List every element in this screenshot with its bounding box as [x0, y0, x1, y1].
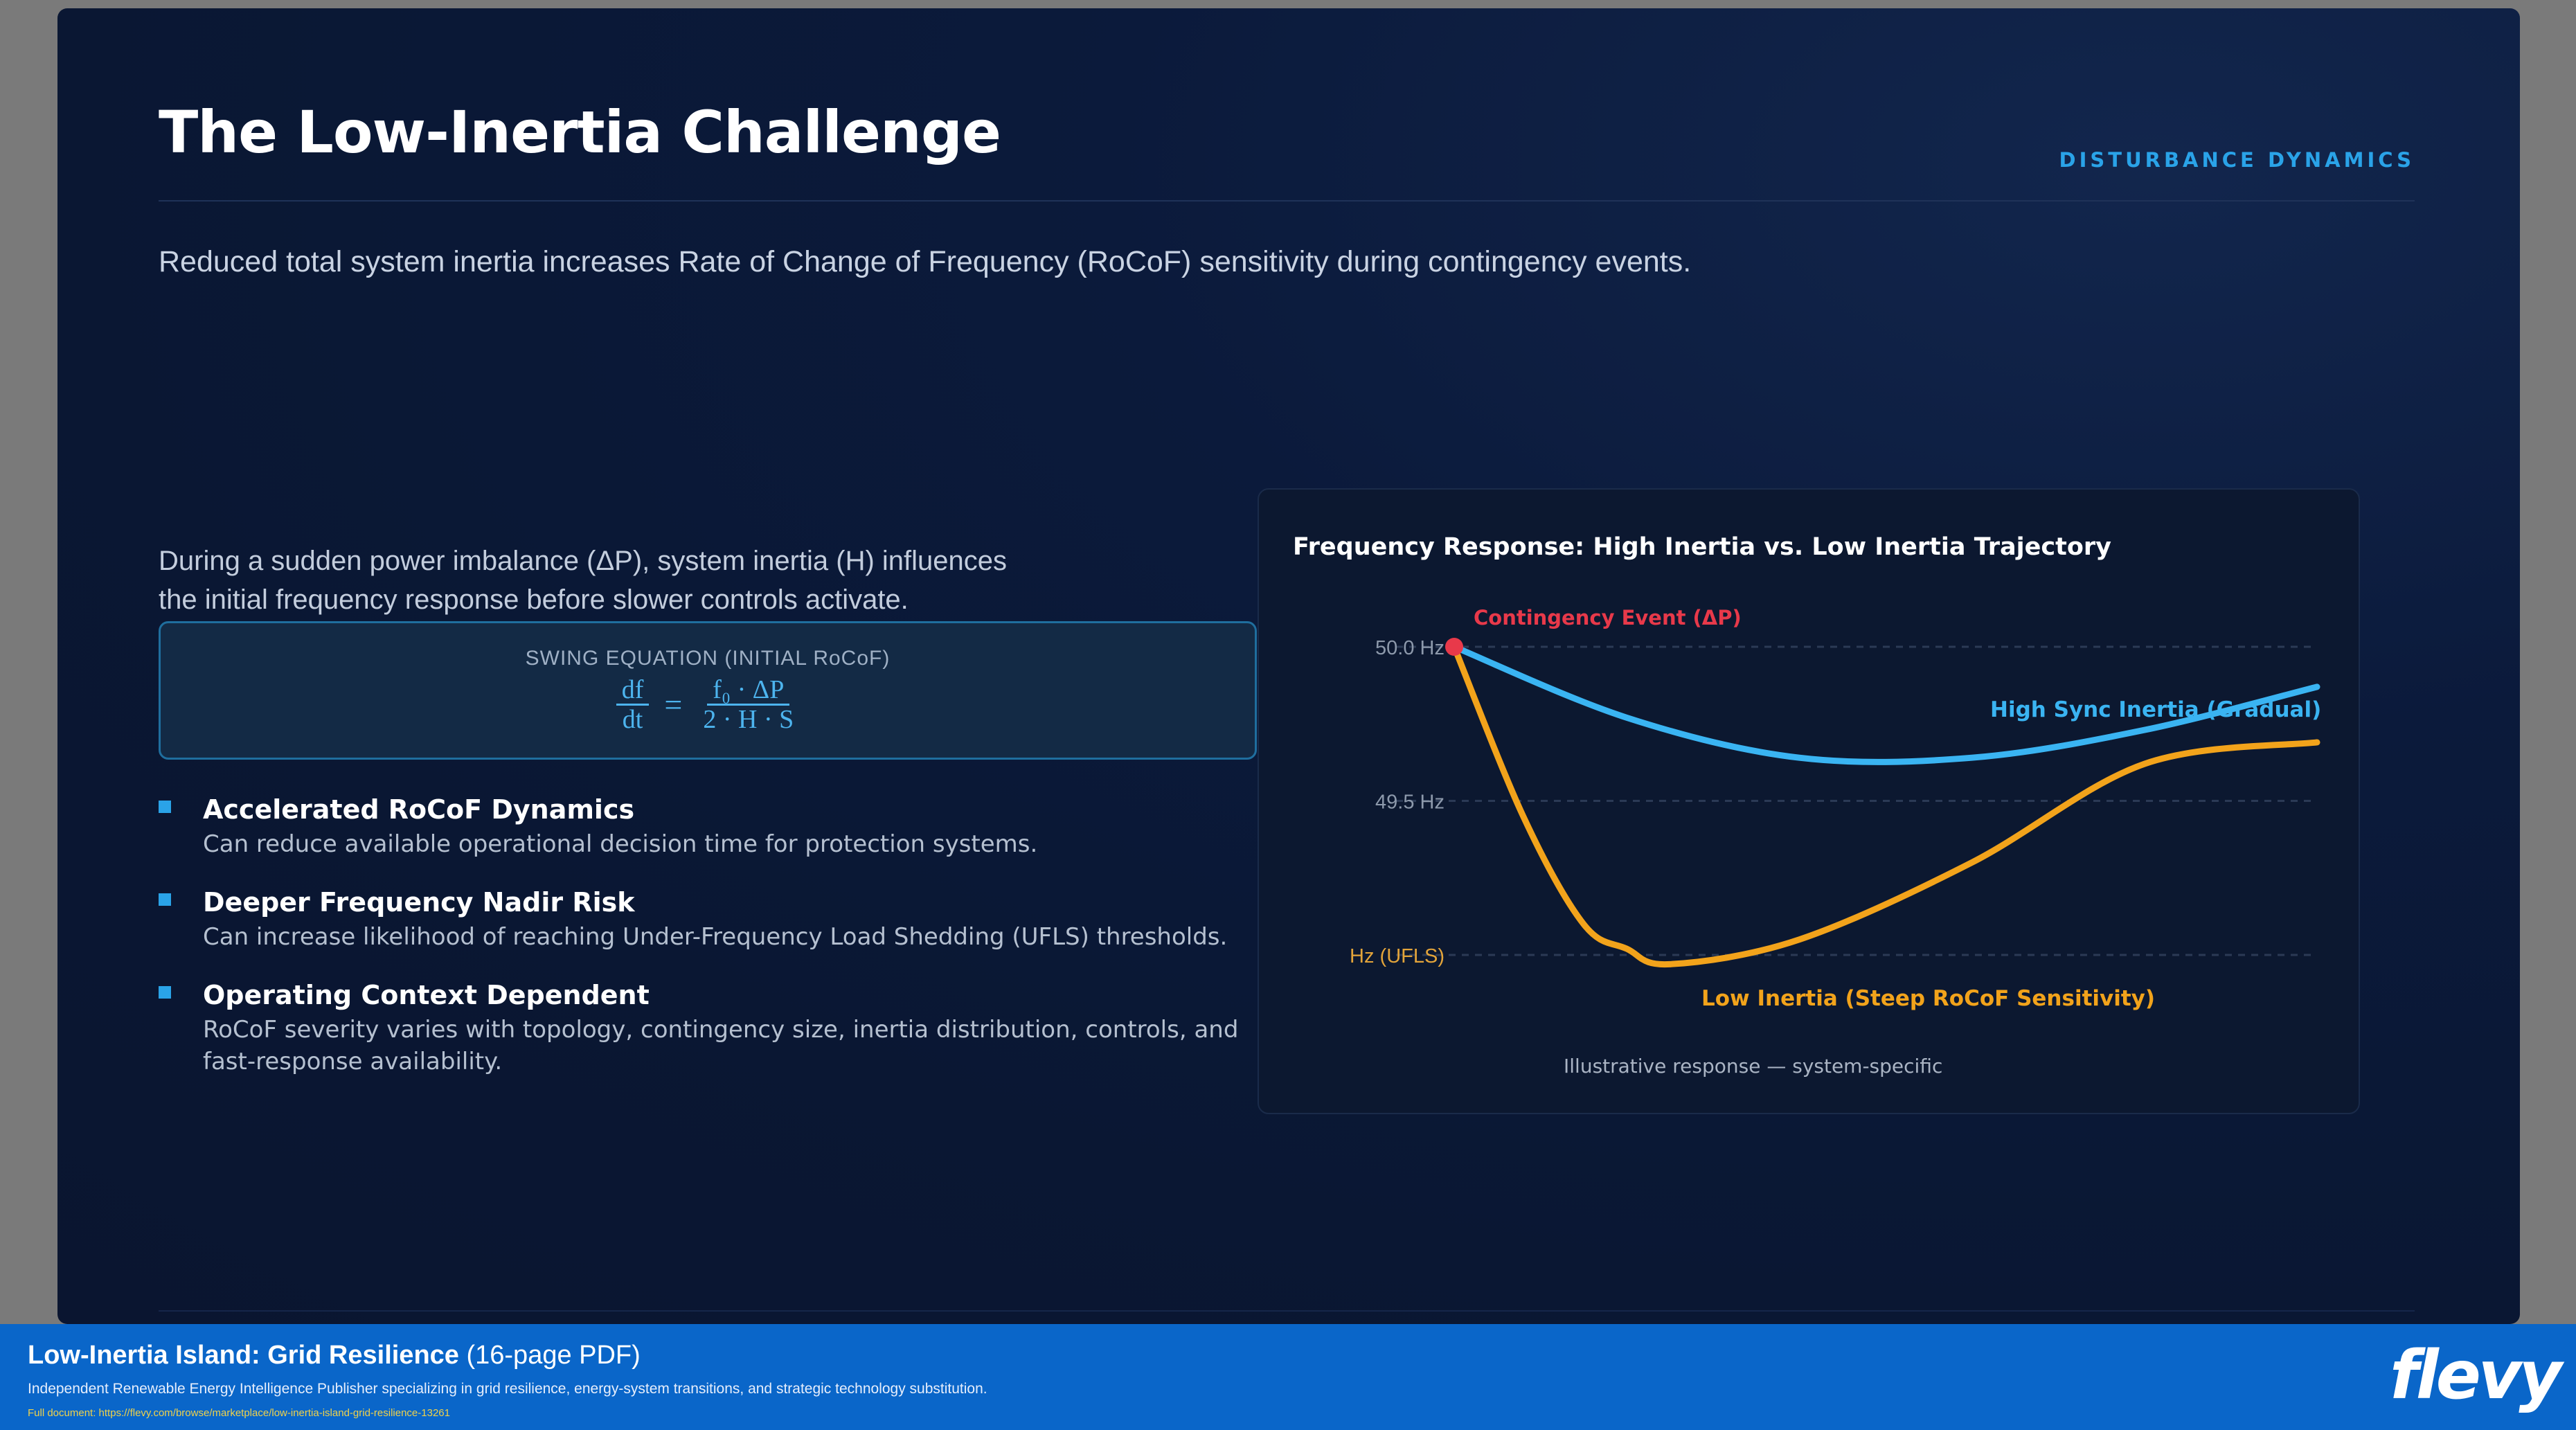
lhs-numerator: df [616, 676, 650, 706]
bullet-item: Operating Context Dependent RoCoF severi… [159, 976, 1280, 1078]
section-kicker: DISTURBANCE DYNAMICS [2059, 148, 2415, 172]
intro-text: During a sudden power imbalance (ΔP), sy… [159, 542, 1170, 619]
footer-title-rest: (16-page PDF) [458, 1341, 641, 1370]
bullet-square-icon [159, 986, 171, 999]
lhs-denominator: dt [622, 705, 643, 734]
footer-title-bold: Low-Inertia Island: Grid Resilience [28, 1341, 459, 1370]
contingency-event-label: Contingency Event (ΔP) [1474, 606, 1742, 629]
chart-title: Frequency Response: High Inertia vs. Low… [1293, 533, 2111, 561]
equals-sign: = [664, 687, 683, 722]
bullet-list: Accelerated RoCoF Dynamics Can reduce av… [159, 791, 1280, 1101]
bottom-divider [159, 1310, 2415, 1312]
y-tick-label: 50.0 Hz [1375, 637, 1444, 659]
flevy-logo: flevy [2390, 1337, 2562, 1414]
rhs-numerator: f₀ · ΔP [707, 676, 790, 706]
swing-equation: df dt = f₀ · ΔP 2 · H · S [616, 676, 800, 733]
bullet-desc: Can reduce available operational decisio… [203, 830, 1038, 858]
bullet-item: Deeper Frequency Nadir Risk Can increase… [159, 884, 1280, 953]
bullet-title: Accelerated RoCoF Dynamics [203, 794, 635, 825]
bullet-title: Operating Context Dependent [203, 980, 650, 1010]
series-line-low-inertia [1451, 643, 2320, 967]
y-tick-label: Hz (UFLS) [1350, 945, 1444, 967]
bullet-desc: RoCoF severity varies with topology, con… [203, 1016, 1239, 1075]
intro-line-2: the initial frequency response before sl… [159, 584, 909, 615]
rhs-fraction: f₀ · ΔP 2 · H · S [697, 676, 799, 733]
intro-line-1: During a sudden power imbalance (ΔP), sy… [159, 546, 1008, 576]
rhs-denominator: 2 · H · S [703, 705, 794, 734]
contingency-event-point [1445, 638, 1463, 656]
footer-url-link[interactable]: Full document: https://flevy.com/browse/… [28, 1407, 450, 1419]
y-tick-label: 49.5 Hz [1375, 792, 1444, 814]
page-title: The Low-Inertia Challenge [159, 98, 1001, 166]
series-label-high-inertia: High Sync Inertia (Gradual) [1990, 697, 2321, 722]
frequency-chart: 50.0 Hz 49.5 Hz Hz (UFLS) Contingency Event… [1350, 606, 2321, 1078]
equation-box: SWING EQUATION (INITIAL RoCoF) df dt = f… [159, 621, 1257, 760]
bullet-title: Deeper Frequency Nadir Risk [203, 887, 635, 918]
equation-label: SWING EQUATION (INITIAL RoCoF) [525, 647, 891, 670]
bullet-item: Accelerated RoCoF Dynamics Can reduce av… [159, 791, 1280, 860]
title-divider [159, 200, 2415, 202]
bullet-square-icon [159, 801, 171, 813]
bullet-desc: Can increase likelihood of reaching Unde… [203, 923, 1228, 951]
subtitle: Reduced total system inertia increases R… [159, 245, 1692, 278]
footer-title[interactable]: Low-Inertia Island: Grid Resilience (16-… [28, 1341, 641, 1370]
footer-description: Independent Renewable Energy Intelligenc… [28, 1381, 987, 1397]
series-line-high-inertia [1451, 643, 2320, 765]
lhs-fraction: df dt [616, 676, 650, 733]
chart-caption: Illustrative response — system-specific [1564, 1055, 1942, 1078]
footer-banner: Low-Inertia Island: Grid Resilience (16-… [0, 1324, 2576, 1430]
bullet-square-icon [159, 893, 171, 906]
series-label-low-inertia: Low Inertia (Steep RoCoF Sensitivity) [1701, 986, 2155, 1011]
